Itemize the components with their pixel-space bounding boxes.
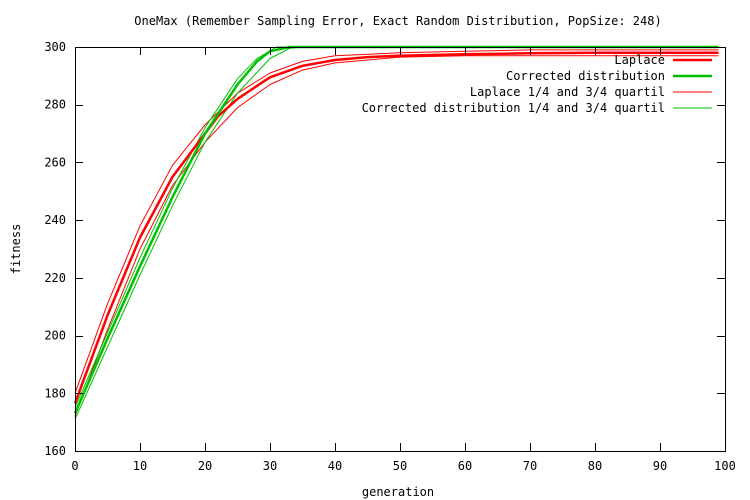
legend-label: Laplace [614, 53, 665, 67]
legend-label: Laplace 1/4 and 3/4 quartil [470, 85, 665, 99]
series-laplace-1-4-and-3-4-quartil-lower [74, 55, 719, 417]
x-tick-label: 60 [458, 459, 472, 473]
x-tick-label: 100 [714, 459, 736, 473]
x-tick-label: 30 [263, 459, 277, 473]
y-tick-label: 160 [44, 444, 66, 458]
y-tick-label: 300 [44, 40, 66, 54]
legend-label: Corrected distribution 1/4 and 3/4 quart… [362, 101, 665, 115]
y-axis: 160 180 200 220 240 260 280 300 [44, 40, 725, 458]
y-tick-label: 180 [44, 386, 66, 400]
x-tick-label: 70 [523, 459, 537, 473]
x-tick-label: 0 [71, 459, 78, 473]
y-tick-label: 260 [44, 155, 66, 169]
x-tick-label: 50 [393, 459, 407, 473]
series-laplace-1-4-and-3-4-quartil-upper [74, 49, 719, 394]
legend-label: Corrected distribution [506, 69, 665, 83]
x-tick-label: 20 [198, 459, 212, 473]
y-tick-label: 220 [44, 271, 66, 285]
chart-title: OneMax (Remember Sampling Error, Exact R… [134, 14, 661, 28]
x-tick-label: 40 [328, 459, 342, 473]
y-axis-label: fitness [9, 224, 23, 275]
x-tick-label: 90 [653, 459, 667, 473]
series-laplace [73, 51, 719, 404]
y-tick-label: 240 [44, 213, 66, 227]
legend: Laplace Corrected distribution Laplace 1/4… [362, 53, 712, 115]
x-tick-label: 80 [588, 459, 602, 473]
y-tick-label: 280 [44, 98, 66, 112]
x-axis-label: generation [362, 485, 434, 499]
x-tick-label: 10 [133, 459, 147, 473]
y-tick-label: 200 [44, 329, 66, 343]
x-axis: 0 10 20 30 40 50 60 70 80 90 100 [71, 47, 736, 473]
